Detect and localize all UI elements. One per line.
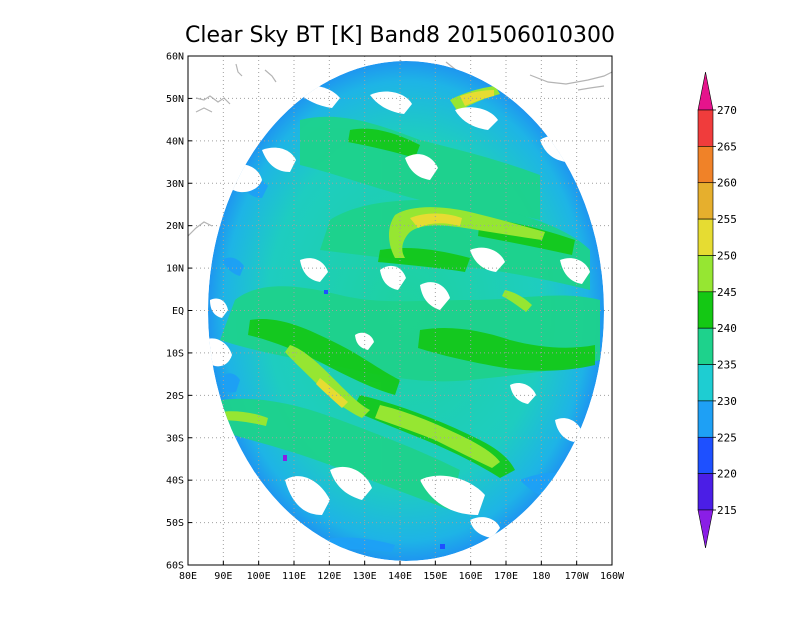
latitude-label: EQ	[172, 306, 184, 317]
map-title: Clear Sky BT [K] Band8 201506010300	[185, 23, 615, 48]
longitude-label: 160E	[459, 571, 483, 582]
colorbar-swatch	[697, 218, 714, 256]
colorbar-label: 255	[717, 213, 737, 226]
colorbar-max-extension	[697, 71, 714, 111]
colorbar-swatch	[697, 291, 714, 329]
longitude-label: 170W	[565, 571, 590, 582]
longitude-label: 180	[532, 571, 550, 582]
colorbar-min-extension	[697, 509, 714, 549]
longitude-label: 90E	[214, 571, 232, 582]
colorbar-label: 270	[717, 104, 737, 117]
colorbar-swatch	[697, 255, 714, 293]
axis-ticks	[187, 55, 613, 566]
longitude-label: 110E	[282, 571, 306, 582]
latitude-label: 50N	[166, 94, 184, 105]
latitude-label: 30S	[166, 433, 184, 444]
longitude-labels: 80E 90E 100E 110E 120E 130E 140E 150E 160E 170E 18…	[179, 571, 625, 582]
colorbar: 215 220 225 230 235 240 245 250 255 260 265 270	[697, 71, 737, 549]
longitude-label: 100E	[247, 571, 271, 582]
colorbar-swatch	[697, 109, 714, 147]
latitude-label: 10N	[166, 264, 184, 275]
latitude-label: 40S	[166, 476, 184, 487]
colorbar-label: 225	[717, 431, 737, 444]
longitude-label: 140E	[388, 571, 412, 582]
colorbar-swatch	[697, 436, 714, 474]
colorbar-swatch	[697, 473, 714, 511]
colorbar-label: 245	[717, 286, 737, 299]
colorbar-label: 260	[717, 177, 737, 190]
graticule	[188, 56, 612, 565]
latitude-label: 20S	[166, 391, 184, 402]
longitude-label: 160W	[600, 571, 625, 582]
colorbar-swatch	[697, 146, 714, 184]
colorbar-label: 265	[717, 140, 737, 153]
latitude-label: 40N	[166, 136, 184, 147]
latitude-label: 50S	[166, 518, 184, 529]
colorbar-swatch	[697, 327, 714, 365]
latitude-label: 20N	[166, 221, 184, 232]
latitude-label: 60S	[166, 561, 184, 572]
colorbar-label: 215	[717, 504, 737, 517]
colorbar-label: 235	[717, 359, 737, 372]
colorbar-label: 220	[717, 468, 737, 481]
latitude-labels: 60N 50N 40N 30N 20N 10N EQ 10S 20S 30S 40S 50S 60S	[166, 52, 184, 572]
colorbar-swatch	[697, 364, 714, 402]
longitude-label: 120E	[317, 571, 341, 582]
colorbar-swatch	[697, 182, 714, 220]
latitude-label: 10S	[166, 348, 184, 359]
colorbar-label: 230	[717, 395, 737, 408]
latitude-label: 30N	[166, 179, 184, 190]
colorbar-label: 250	[717, 249, 737, 262]
latitude-label: 60N	[166, 52, 184, 63]
colorbar-swatch	[697, 400, 714, 438]
longitude-label: 150E	[423, 571, 447, 582]
colorbar-label: 240	[717, 322, 737, 335]
longitude-label: 80E	[179, 571, 197, 582]
satellite-disk	[208, 61, 604, 561]
longitude-label: 130E	[353, 571, 377, 582]
longitude-label: 170E	[494, 571, 518, 582]
